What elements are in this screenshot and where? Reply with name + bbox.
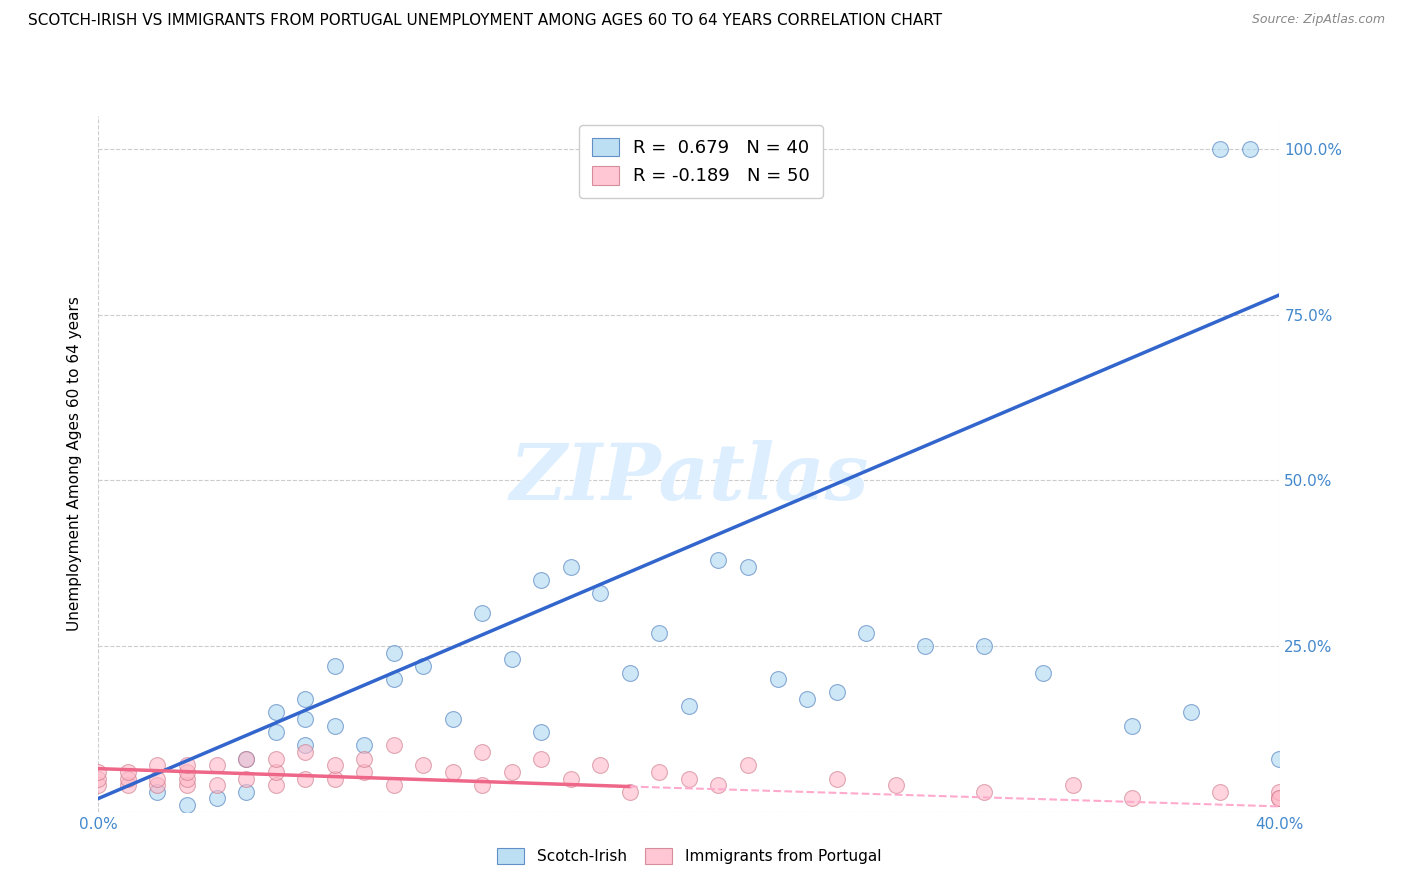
Point bbox=[205, 778, 228, 792]
Point bbox=[323, 758, 346, 772]
Point bbox=[530, 725, 553, 739]
Point bbox=[855, 625, 877, 640]
Point bbox=[146, 785, 169, 799]
Point bbox=[146, 758, 169, 772]
Point bbox=[501, 764, 523, 779]
Point bbox=[501, 652, 523, 666]
Point bbox=[1268, 785, 1291, 799]
Point bbox=[914, 639, 936, 653]
Point bbox=[648, 764, 671, 779]
Point bbox=[117, 778, 139, 792]
Point bbox=[294, 739, 316, 753]
Point bbox=[884, 778, 907, 792]
Point bbox=[323, 718, 346, 732]
Point bbox=[737, 559, 759, 574]
Text: R =  0.679   N = 40: R = 0.679 N = 40 bbox=[613, 140, 789, 158]
Y-axis label: Unemployment Among Ages 60 to 64 years: Unemployment Among Ages 60 to 64 years bbox=[67, 296, 83, 632]
Point bbox=[235, 772, 257, 786]
Point bbox=[678, 698, 700, 713]
Point bbox=[471, 606, 494, 620]
Text: SCOTCH-IRISH VS IMMIGRANTS FROM PORTUGAL UNEMPLOYMENT AMONG AGES 60 TO 64 YEARS : SCOTCH-IRISH VS IMMIGRANTS FROM PORTUGAL… bbox=[28, 13, 942, 29]
Point bbox=[1180, 706, 1202, 720]
Point bbox=[353, 739, 375, 753]
Point bbox=[619, 665, 641, 680]
Point bbox=[176, 764, 198, 779]
Point bbox=[441, 712, 464, 726]
Point bbox=[1062, 778, 1084, 792]
Point bbox=[176, 778, 198, 792]
Point bbox=[176, 772, 198, 786]
Point bbox=[648, 625, 671, 640]
Text: ZIPatlas: ZIPatlas bbox=[509, 440, 869, 516]
Point bbox=[796, 692, 818, 706]
Point bbox=[264, 725, 287, 739]
Point bbox=[973, 639, 995, 653]
Point bbox=[87, 778, 110, 792]
Point bbox=[117, 772, 139, 786]
Point bbox=[294, 692, 316, 706]
Text: R = -0.189   N = 50: R = -0.189 N = 50 bbox=[613, 167, 789, 185]
Point bbox=[1268, 791, 1291, 805]
Point bbox=[205, 758, 228, 772]
Point bbox=[737, 758, 759, 772]
Point bbox=[1121, 718, 1143, 732]
Point bbox=[382, 646, 405, 660]
Point bbox=[264, 764, 287, 779]
Point bbox=[589, 586, 612, 600]
Point bbox=[87, 772, 110, 786]
Point bbox=[323, 772, 346, 786]
Point bbox=[294, 712, 316, 726]
Point bbox=[146, 778, 169, 792]
Point bbox=[146, 772, 169, 786]
Legend: Scotch-Irish, Immigrants from Portugal: Scotch-Irish, Immigrants from Portugal bbox=[491, 842, 887, 871]
Point bbox=[176, 758, 198, 772]
Point bbox=[471, 778, 494, 792]
Point bbox=[825, 685, 848, 699]
Point bbox=[1032, 665, 1054, 680]
Point bbox=[707, 778, 730, 792]
Point bbox=[589, 758, 612, 772]
Point bbox=[441, 764, 464, 779]
Point bbox=[560, 559, 582, 574]
Point bbox=[353, 764, 375, 779]
Point bbox=[471, 745, 494, 759]
Point bbox=[382, 778, 405, 792]
Point bbox=[973, 785, 995, 799]
Point bbox=[1268, 791, 1291, 805]
Point bbox=[530, 752, 553, 766]
Point bbox=[264, 778, 287, 792]
Point bbox=[412, 758, 434, 772]
Point bbox=[530, 573, 553, 587]
Point bbox=[117, 764, 139, 779]
Point bbox=[205, 791, 228, 805]
Text: Source: ZipAtlas.com: Source: ZipAtlas.com bbox=[1251, 13, 1385, 27]
Point bbox=[678, 772, 700, 786]
Point bbox=[382, 739, 405, 753]
Point bbox=[1209, 785, 1232, 799]
Point bbox=[87, 764, 110, 779]
Point bbox=[1239, 142, 1261, 156]
Point bbox=[235, 752, 257, 766]
Point bbox=[235, 752, 257, 766]
Point bbox=[294, 772, 316, 786]
Point bbox=[825, 772, 848, 786]
Point bbox=[560, 772, 582, 786]
Point bbox=[264, 706, 287, 720]
Point bbox=[1268, 752, 1291, 766]
Point bbox=[382, 672, 405, 686]
Point bbox=[707, 553, 730, 567]
Point bbox=[353, 752, 375, 766]
Point bbox=[619, 785, 641, 799]
Point bbox=[264, 752, 287, 766]
Point bbox=[1121, 791, 1143, 805]
Point bbox=[235, 785, 257, 799]
Point bbox=[766, 672, 789, 686]
Point bbox=[412, 659, 434, 673]
Point bbox=[294, 745, 316, 759]
Point bbox=[176, 798, 198, 813]
Point bbox=[1209, 142, 1232, 156]
Point bbox=[323, 659, 346, 673]
